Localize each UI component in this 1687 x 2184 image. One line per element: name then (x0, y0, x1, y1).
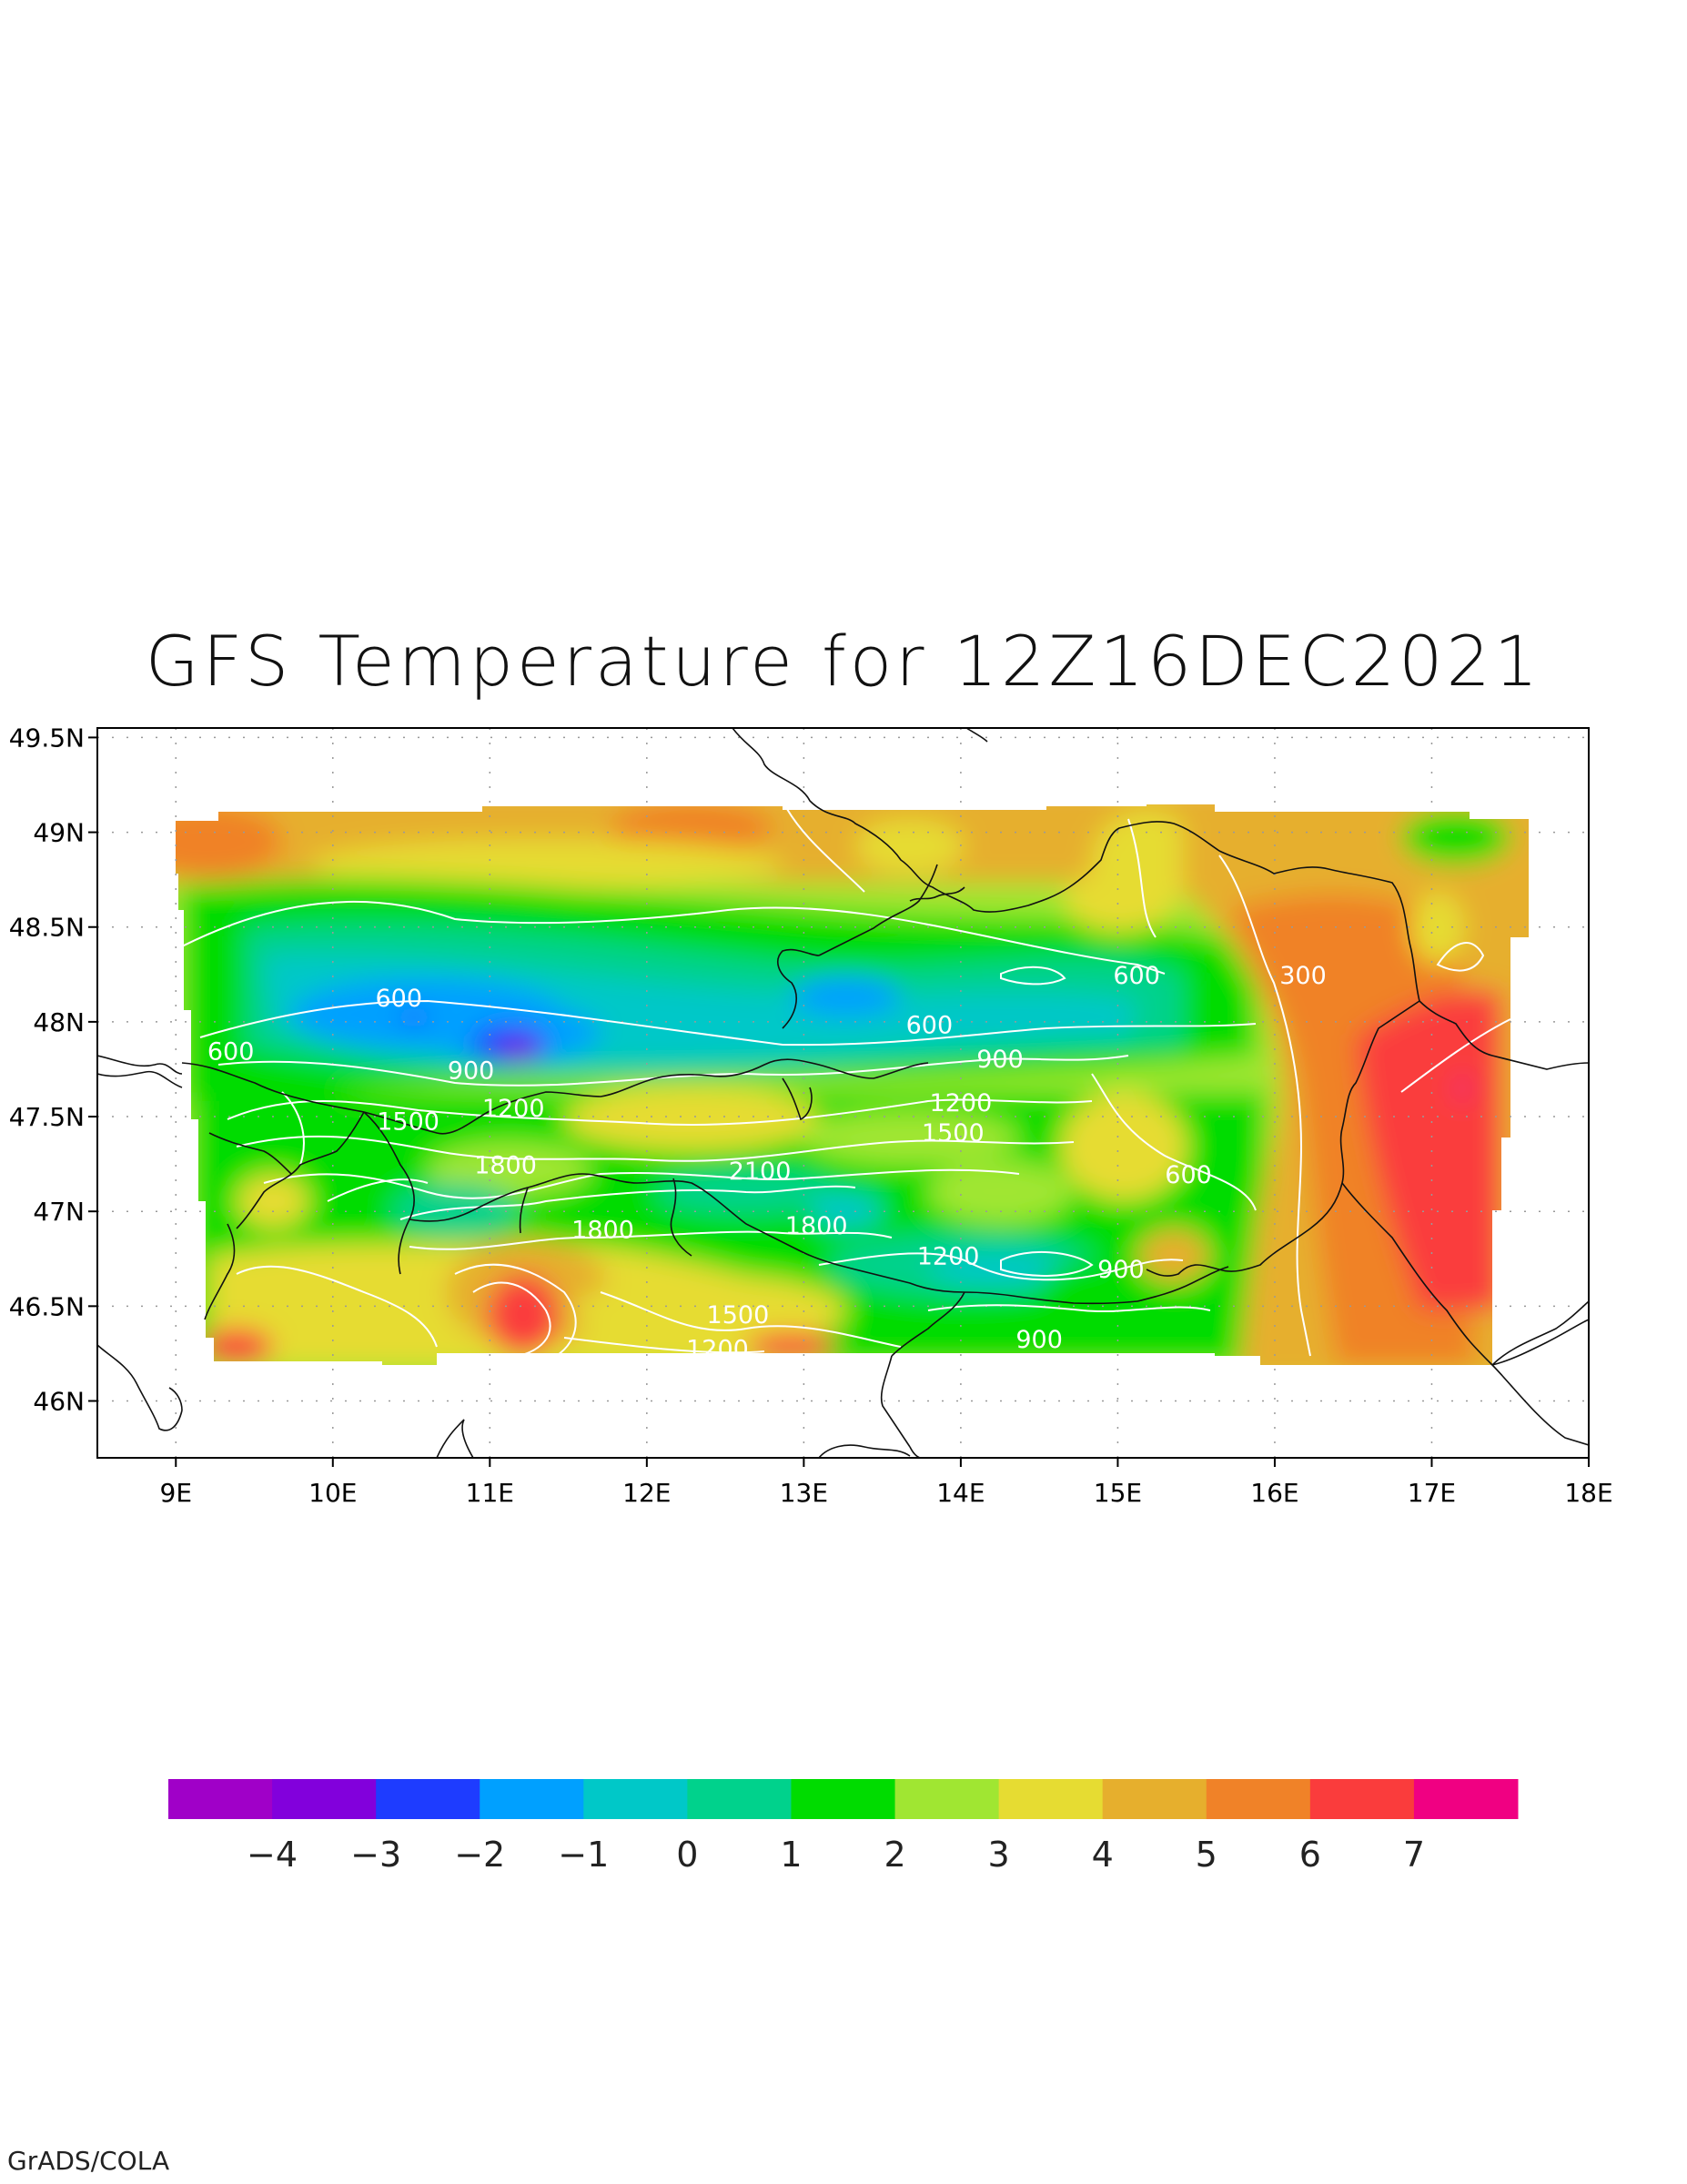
y-tick-label: 48.5N (9, 913, 85, 943)
colorbar-label: −3 (350, 1835, 401, 1875)
contour-label: 600 (375, 985, 422, 1013)
contour-label: 1500 (922, 1119, 985, 1148)
colorbar-swatch (376, 1779, 480, 1819)
credit-label: GrADS/COLA (7, 2146, 170, 2176)
colorbar-swatch (1206, 1779, 1311, 1819)
x-tick-label: 14E (936, 1478, 985, 1508)
colorbar-label: 3 (988, 1835, 1010, 1875)
colorbar-label: −4 (247, 1835, 298, 1875)
y-tick-label: 49N (33, 818, 85, 848)
map-axes: 9E 10E 11E 12E 13E 14E 15E 16E 17E 18E 46N 46.5N 47N… (9, 723, 1613, 1508)
colorbar-swatch (687, 1779, 792, 1819)
contour-label: 600 (1113, 962, 1160, 990)
contour-label: 600 (207, 1038, 255, 1067)
colorbar-swatch (791, 1779, 896, 1819)
colorbar-swatch (480, 1779, 584, 1819)
contour-label: 600 (906, 1011, 954, 1039)
contour-label: 1200 (482, 1095, 545, 1123)
contour-label: 1500 (707, 1301, 770, 1330)
colorbar-label: 1 (780, 1835, 802, 1875)
colorbar-swatch (1413, 1779, 1519, 1819)
colorbar-label: 7 (1403, 1835, 1425, 1875)
y-tick-label: 48N (33, 1007, 85, 1037)
colorbar-label: 2 (884, 1835, 905, 1875)
x-tick-label: 13E (780, 1478, 828, 1508)
colorbar-swatch (1309, 1779, 1415, 1819)
plot-frame (96, 727, 1590, 1459)
contour-label: 1800 (474, 1152, 537, 1180)
contour-label: 1200 (686, 1336, 749, 1364)
colorbar-swatch (894, 1779, 1000, 1819)
y-tick-label: 46.5N (9, 1291, 85, 1321)
x-tick-label: 12E (622, 1478, 671, 1508)
x-tick-label: 16E (1250, 1478, 1298, 1508)
x-tick-label: 9E (160, 1478, 193, 1508)
x-tick-label: 11E (466, 1478, 514, 1508)
colorbar-label: 4 (1092, 1835, 1114, 1875)
contour-label: 1800 (785, 1212, 848, 1240)
contour-label: 900 (1015, 1326, 1063, 1354)
x-tick-label: 15E (1094, 1478, 1142, 1508)
colorbar-swatch (583, 1779, 688, 1819)
contour-label: 2100 (729, 1158, 792, 1186)
contour-label: 900 (1097, 1256, 1145, 1284)
y-tick-label: 49.5N (9, 723, 85, 753)
chart-title: GFS Temperature for 12Z16DEC2021 (145, 621, 1542, 702)
contour-label: 300 (1279, 962, 1327, 990)
colorbar-swatch (998, 1779, 1104, 1819)
contour-label: 1200 (930, 1089, 993, 1117)
lat-lon-grid (97, 728, 1589, 1458)
color-legend: −4 −3 −2 −1 0 1 2 3 4 5 6 7 (168, 1779, 1519, 1875)
country-borders (97, 728, 1589, 1458)
contour-label: 1500 (377, 1108, 439, 1137)
y-tick-label: 47.5N (9, 1102, 85, 1132)
contour-label: 900 (976, 1046, 1024, 1074)
temperature-shading (176, 804, 1529, 1365)
y-tick-label: 46N (33, 1387, 85, 1417)
contour-label: 1200 (917, 1243, 980, 1271)
colorbar-swatch (1102, 1779, 1207, 1819)
contour-label: 1800 (571, 1216, 634, 1244)
colorbar-label: 5 (1196, 1835, 1217, 1875)
contour-label: 600 (1165, 1161, 1212, 1189)
colorbar-label: 0 (676, 1835, 698, 1875)
colorbar-label: 6 (1299, 1835, 1321, 1875)
x-tick-label: 18E (1564, 1478, 1612, 1508)
colorbar-swatch (168, 1779, 273, 1819)
terrain-contours (181, 804, 1511, 1361)
colorbar-swatch (272, 1779, 377, 1819)
colorbar-label: −1 (558, 1835, 609, 1875)
x-tick-label: 17E (1408, 1478, 1456, 1508)
x-tick-label: 10E (308, 1478, 357, 1508)
colorbar-label: −2 (454, 1835, 505, 1875)
y-tick-label: 47N (33, 1197, 85, 1227)
contour-label: 900 (448, 1057, 495, 1085)
contour-labels: 6006009001200150018001800210018001500120… (207, 962, 1327, 1363)
